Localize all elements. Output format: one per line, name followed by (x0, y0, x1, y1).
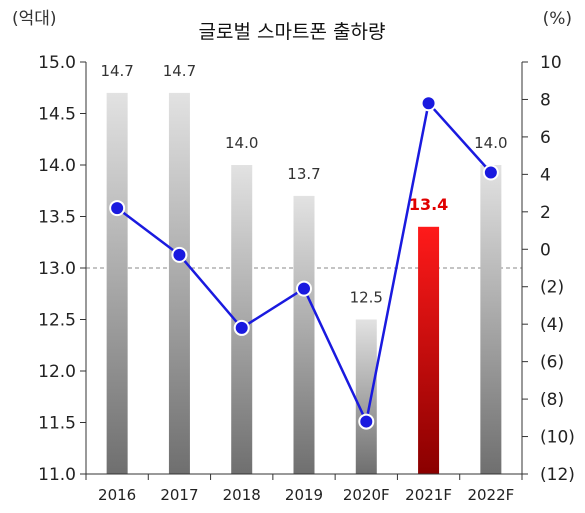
growth-point (109, 200, 126, 217)
category-labels: 2016 2017 2018 2019 2020F 2021F 2022F (98, 486, 514, 504)
left-axis-ticks: 15.0 14.5 14.0 13.5 13.0 12.5 12.0 11.5 11.0 (38, 53, 86, 485)
right-tick-label: (8) (540, 390, 564, 410)
bar (231, 165, 253, 474)
growth-point (233, 319, 250, 336)
left-axis-unit: (억대) (12, 9, 57, 29)
bar (480, 165, 502, 474)
right-tick-label: 4 (540, 165, 551, 185)
bar (355, 319, 377, 474)
category-label: 2022F (467, 486, 514, 504)
bar (168, 92, 190, 475)
right-tick-label: 2 (540, 203, 551, 223)
left-tick-label: 15.0 (38, 53, 76, 73)
category-label: 2016 (98, 486, 136, 504)
bar-data-label: 13.7 (287, 165, 320, 183)
bar (293, 195, 315, 474)
bar-data-labels: 14.7 14.7 14.0 13.7 12.5 13.4 14.0 (100, 62, 507, 307)
left-tick-label: 14.5 (38, 105, 76, 125)
growth-point (171, 246, 188, 263)
chart-title: 글로벌 스마트폰 출하량 (199, 21, 386, 43)
left-tick-label: 12.5 (38, 311, 76, 331)
growth-point (358, 413, 375, 430)
left-tick-label: 12.0 (38, 362, 76, 382)
bar-series (106, 92, 502, 475)
growth-line-series (109, 95, 499, 430)
left-tick-label: 11.0 (38, 465, 76, 485)
left-tick-label: 13.0 (38, 259, 76, 279)
growth-point (482, 164, 499, 181)
right-tick-label: (12) (540, 465, 575, 485)
bar (418, 226, 440, 474)
category-label: 2019 (285, 486, 323, 504)
bar-data-label: 13.4 (409, 195, 448, 214)
right-tick-label: (4) (540, 315, 564, 335)
right-tick-label: 8 (540, 90, 551, 110)
category-label: 2018 (223, 486, 261, 504)
right-tick-label: (2) (540, 278, 564, 298)
category-label: 2020F (343, 486, 390, 504)
right-tick-label: 10 (540, 53, 562, 73)
category-label: 2021F (405, 486, 452, 504)
category-label: 2017 (160, 486, 198, 504)
right-axis-unit: (%) (543, 9, 572, 29)
bar-data-label: 12.5 (350, 289, 383, 307)
right-tick-label: 0 (540, 240, 551, 260)
bar (106, 92, 128, 475)
left-tick-label: 14.0 (38, 156, 76, 176)
bar-data-label: 14.7 (100, 62, 133, 80)
growth-point (296, 280, 312, 297)
left-tick-label: 13.5 (38, 208, 76, 228)
right-axis-ticks: 10 8 6 4 2 0 (2) (4) (6) (8) (10) (12) (522, 53, 575, 485)
right-tick-label: 6 (540, 128, 551, 148)
left-tick-label: 11.5 (38, 414, 76, 434)
bar-data-label: 14.7 (163, 62, 196, 80)
bar-data-label: 14.0 (225, 134, 258, 152)
growth-point (420, 95, 437, 112)
chart-axes (85, 62, 523, 480)
bar-data-label: 14.0 (474, 134, 507, 152)
right-tick-label: (6) (540, 353, 564, 373)
right-tick-label: (10) (540, 428, 575, 448)
